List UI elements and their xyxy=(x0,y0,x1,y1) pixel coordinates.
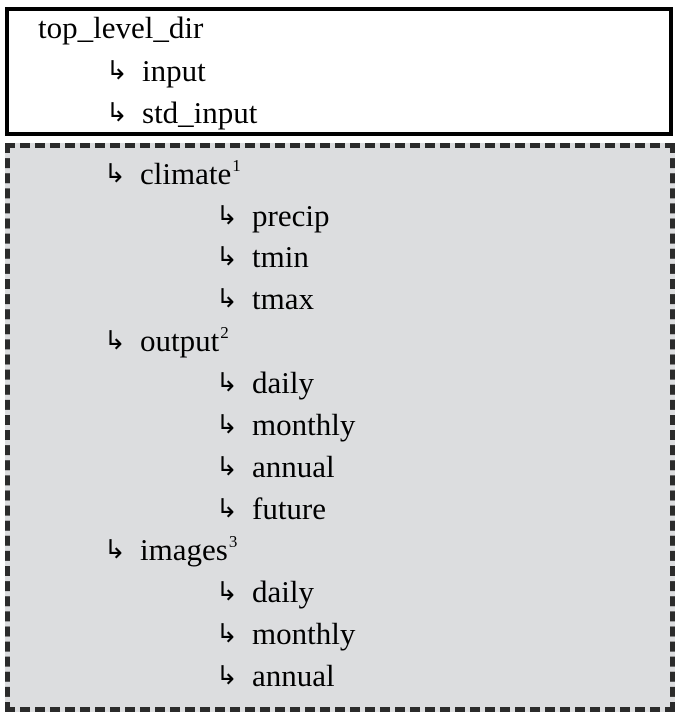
branch-arrow-icon: ↳ xyxy=(216,619,238,649)
tree-item-label: future xyxy=(252,491,327,526)
tree-item-label: images xyxy=(140,532,228,567)
tree-item-images: ↳ images3 xyxy=(104,530,237,570)
tree-item-label: annual xyxy=(252,449,335,484)
tree-item-annual: ↳ annual xyxy=(216,447,335,487)
root-dir-label: top_level_dir xyxy=(38,10,204,45)
branch-arrow-icon: ↳ xyxy=(216,368,238,398)
branch-arrow-icon: ↳ xyxy=(216,577,238,607)
tree-item-label: daily xyxy=(252,574,314,609)
tree-item-label: tmin xyxy=(252,239,309,274)
tree-item-label: monthly xyxy=(252,407,356,442)
branch-arrow-icon: ↳ xyxy=(216,661,238,691)
branch-arrow-icon: ↳ xyxy=(216,242,238,272)
tree-item-daily: ↳ daily xyxy=(216,363,314,403)
tree-item-label: std_input xyxy=(142,95,258,130)
branch-arrow-icon: ↳ xyxy=(216,494,238,524)
branch-arrow-icon: ↳ xyxy=(216,201,238,231)
tree-item-label: input xyxy=(142,53,206,88)
tree-item-annual: ↳ annual xyxy=(216,656,335,696)
branch-arrow-icon: ↳ xyxy=(106,56,128,86)
tree-item-tmax: ↳ tmax xyxy=(216,279,314,319)
footnote-marker: 1 xyxy=(232,156,241,175)
tree-item-climate: ↳ climate1 xyxy=(104,154,241,194)
branch-arrow-icon: ↳ xyxy=(104,326,126,356)
tree-item-monthly: ↳ monthly xyxy=(216,614,355,654)
branch-arrow-icon: ↳ xyxy=(104,535,126,565)
tree-item-daily: ↳ daily xyxy=(216,572,314,612)
branch-arrow-icon: ↳ xyxy=(216,410,238,440)
tree-item-monthly: ↳ monthly xyxy=(216,405,355,445)
tree-item-label: tmax xyxy=(252,281,314,316)
tree-item-label: output xyxy=(140,323,220,358)
branch-arrow-icon: ↳ xyxy=(216,284,238,314)
tree-item-label: annual xyxy=(252,658,335,693)
tree-item-tmin: ↳ tmin xyxy=(216,237,309,277)
tree-item-label: precip xyxy=(252,198,330,233)
tree-item-label: daily xyxy=(252,365,314,400)
tree-item-label: climate xyxy=(140,156,232,191)
footnote-marker: 2 xyxy=(220,323,229,342)
tree-item-label: monthly xyxy=(252,616,356,651)
tree-item-input: ↳ input xyxy=(106,51,206,91)
tree-item-future: ↳ future xyxy=(216,489,326,529)
footnote-marker: 3 xyxy=(228,532,238,551)
tree-item-output: ↳ output2 xyxy=(104,321,229,361)
tree-item-std-input: ↳ std_input xyxy=(106,93,257,133)
branch-arrow-icon: ↳ xyxy=(106,98,128,128)
branch-arrow-icon: ↳ xyxy=(104,159,126,189)
branch-arrow-icon: ↳ xyxy=(216,452,238,482)
top-directory-box xyxy=(5,7,673,136)
tree-item-precip: ↳ precip xyxy=(216,196,329,236)
optional-directories-box xyxy=(5,143,675,712)
